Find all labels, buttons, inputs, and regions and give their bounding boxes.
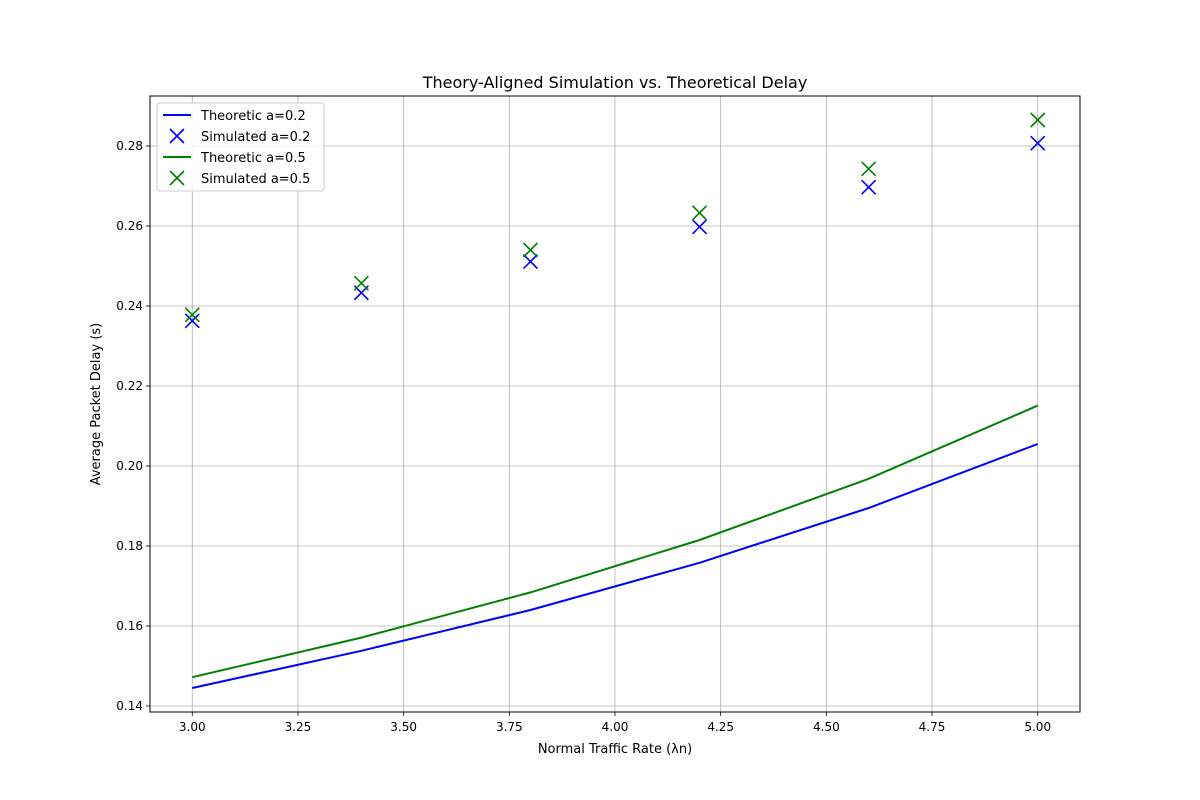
series-line-theoretic-a-0-2: [192, 443, 1039, 689]
x-tick-label: 4.50: [813, 720, 840, 734]
series-line-theoretic-a-0-5: [192, 404, 1039, 679]
data-point-simulated-a-0-5: [861, 161, 877, 177]
x-tick-label: 3.00: [179, 720, 206, 734]
y-tick-label: 0.22: [116, 379, 143, 393]
y-tick-label: 0.16: [116, 619, 143, 633]
legend: Theoretic a=0.2 Simulated a=0.2 Theoretic …: [156, 102, 325, 192]
y-tick-label: 0.14: [116, 699, 143, 713]
grid-layer: [150, 96, 1080, 712]
x-axis-label: Normal Traffic Rate (λn): [538, 742, 692, 757]
data-point-simulated-a-0-5: [691, 205, 708, 221]
y-tick-label: 0.26: [116, 219, 143, 233]
legend-label-simulated-a-0-2: Simulated a=0.2: [201, 130, 310, 145]
x-tick-label: 4.75: [919, 720, 946, 734]
data-point-simulated-a-0-2: [522, 254, 539, 270]
y-tick-label: 0.28: [116, 139, 143, 153]
data-point-simulated-a-0-5: [522, 242, 539, 258]
y-tick-label: 0.24: [116, 299, 143, 313]
data-point-simulated-a-0-5: [184, 307, 200, 323]
x-tick-label: 3.25: [285, 720, 312, 734]
data-point-simulated-a-0-5: [1030, 112, 1046, 128]
x-tick-label: 4.00: [602, 720, 629, 734]
x-tick-label: 5.00: [1024, 720, 1051, 734]
x-tick-label: 3.50: [390, 720, 417, 734]
y-tick-label: 0.20: [116, 459, 143, 473]
legend-swatch-simulated-a-0-5: [169, 170, 185, 186]
x-tick-label: 3.75: [496, 720, 523, 734]
data-point-simulated-a-0-2: [1030, 135, 1046, 151]
chart-title: Theory-Aligned Simulation vs. Theoretica…: [422, 73, 808, 92]
legend-swatch-simulated-a-0-2: [169, 128, 185, 144]
data-point-simulated-a-0-2: [184, 313, 200, 329]
legend-box: [156, 102, 325, 192]
data-point-simulated-a-0-5: [353, 275, 369, 291]
legend-label-theoretic-a-0-2: Theoretic a=0.2: [200, 109, 306, 124]
series-layer: [184, 112, 1046, 689]
data-point-simulated-a-0-2: [861, 179, 877, 195]
legend-label-simulated-a-0-5: Simulated a=0.5: [201, 172, 310, 187]
x-tick-label: 4.25: [707, 720, 734, 734]
y-tick-label: 0.18: [116, 539, 143, 553]
legend-label-theoretic-a-0-5: Theoretic a=0.5: [200, 151, 306, 166]
y-axis-label: Average Packet Delay (s): [89, 323, 104, 486]
ticks-layer: 3.00 3.25 3.50 3.75 4.00 4.25 4.50 4.75 5.00 0.14…: [116, 139, 1051, 734]
data-point-simulated-a-0-2: [691, 219, 708, 235]
